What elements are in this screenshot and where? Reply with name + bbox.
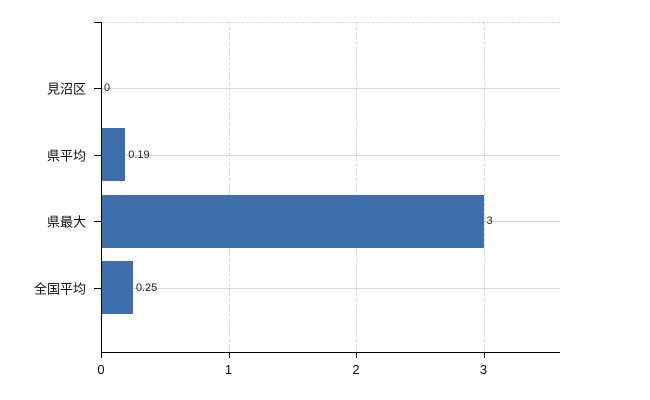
plot-top-border <box>101 22 560 23</box>
category-label: 県平均 <box>46 148 86 163</box>
x-tick-label: 0 <box>97 362 105 377</box>
x-axis-line <box>101 352 560 353</box>
x-axis-tick <box>228 352 230 358</box>
bar <box>101 194 484 248</box>
bar-value-label: 3 <box>486 215 493 227</box>
x-gridline <box>228 22 230 352</box>
y-axis-line <box>101 22 102 352</box>
bar-value-label: 0 <box>104 82 111 94</box>
x-gridline <box>483 22 485 352</box>
bar-value-label: 0.25 <box>135 281 158 294</box>
y-axis-tick <box>94 287 101 289</box>
x-axis-tick <box>483 352 485 358</box>
bar-value-label: 0.19 <box>128 148 150 161</box>
x-gridline <box>356 22 357 352</box>
x-tick-label: 3 <box>479 362 488 377</box>
x-tick-label: 1 <box>224 362 233 377</box>
category-gridline <box>101 88 560 89</box>
category-label: 全国平均 <box>33 281 86 296</box>
x-tick-label: 2 <box>352 362 360 377</box>
category-gridline <box>101 287 560 289</box>
x-axis-tick <box>101 352 102 358</box>
y-axis-tick <box>94 221 101 222</box>
category-gridline <box>101 154 560 156</box>
y-axis-end-tick <box>94 22 101 23</box>
y-axis-tick <box>94 88 101 89</box>
category-label: 県最大 <box>46 214 86 230</box>
bar <box>101 128 126 181</box>
y-axis-tick <box>94 154 101 156</box>
category-label: 見沼区 <box>46 81 86 97</box>
x-axis-tick <box>356 352 357 358</box>
bar <box>101 261 133 314</box>
